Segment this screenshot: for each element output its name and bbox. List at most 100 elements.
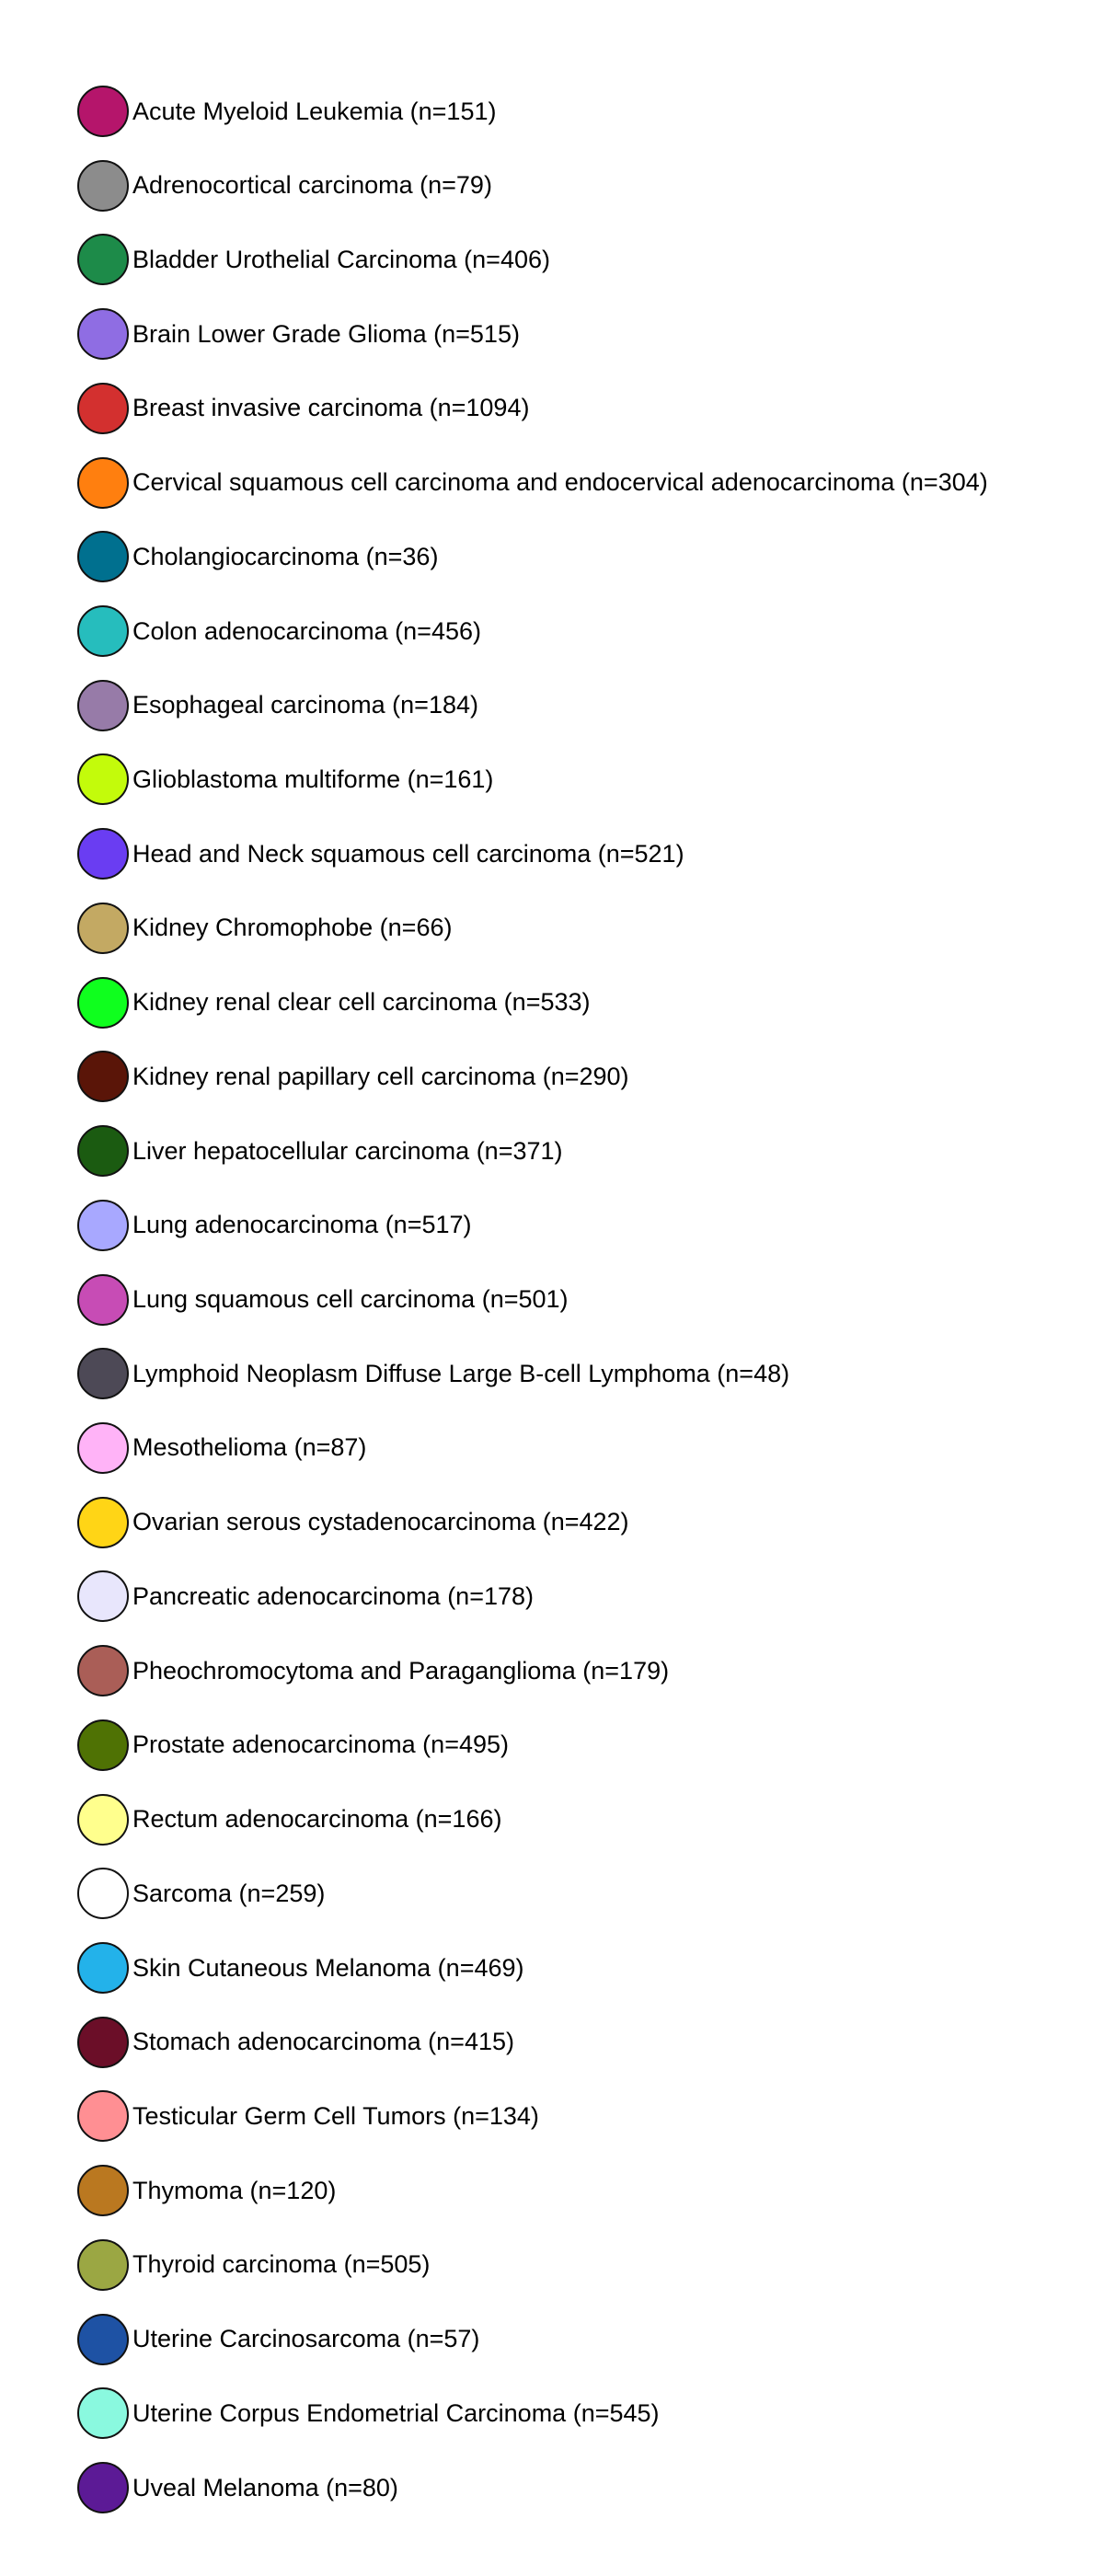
legend-label: Brain Lower Grade Glioma (n=515) — [132, 319, 520, 348]
legend-swatch — [77, 902, 129, 954]
legend-swatch — [77, 382, 129, 434]
legend-item: Ovarian serous cystadenocarcinoma (n=422… — [77, 1495, 629, 1550]
legend-label: Thyroid carcinoma (n=505) — [132, 2250, 431, 2279]
legend-label: Pheochromocytoma and Paraganglioma (n=17… — [132, 1656, 670, 1685]
legend-swatch — [77, 531, 129, 583]
legend-item: Skin Cutaneous Melanoma (n=469) — [77, 1940, 524, 1995]
legend-swatch — [77, 1793, 129, 1846]
legend-item: Adrenocortical carcinoma (n=79) — [77, 158, 492, 213]
legend-label: Breast invasive carcinoma (n=1094) — [132, 394, 530, 422]
legend-item: Breast invasive carcinoma (n=1094) — [77, 381, 529, 436]
legend-item: Colon adenocarcinoma (n=456) — [77, 604, 481, 659]
legend-item: Brain Lower Grade Glioma (n=515) — [77, 306, 520, 362]
legend-swatch — [77, 2387, 129, 2440]
legend-item: Pancreatic adenocarcinoma (n=178) — [77, 1569, 534, 1624]
legend-item: Lymphoid Neoplasm Diffuse Large B-cell L… — [77, 1346, 789, 1401]
legend-label: Lung adenocarcinoma (n=517) — [132, 1211, 472, 1239]
legend-label: Thymoma (n=120) — [132, 2176, 337, 2204]
legend-swatch — [77, 2165, 129, 2217]
legend-swatch — [77, 159, 129, 212]
legend-label: Rectum adenocarcinoma (n=166) — [132, 1805, 502, 1834]
legend-label: Kidney renal clear cell carcinoma (n=533… — [132, 988, 591, 1017]
legend-item: Kidney renal papillary cell carcinoma (n… — [77, 1049, 629, 1104]
legend-item: Uveal Melanoma (n=80) — [77, 2460, 398, 2515]
legend-label: Kidney renal papillary cell carcinoma (n… — [132, 1062, 629, 1090]
legend-label: Uveal Melanoma (n=80) — [132, 2473, 398, 2501]
legend-item: Uterine Carcinosarcoma (n=57) — [77, 2312, 479, 2367]
legend-label: Stomach adenocarcinoma (n=415) — [132, 2028, 514, 2056]
legend-swatch — [77, 2462, 129, 2514]
legend-item: Thyroid carcinoma (n=505) — [77, 2237, 430, 2293]
legend-swatch — [77, 456, 129, 509]
legend-item: Cervical squamous cell carcinoma and end… — [77, 455, 988, 511]
legend-item: Stomach adenocarcinoma (n=415) — [77, 2015, 514, 2070]
legend-swatch — [77, 1942, 129, 1994]
legend-swatch — [77, 234, 129, 286]
legend-swatch — [77, 1868, 129, 1920]
legend-item: Pheochromocytoma and Paraganglioma (n=17… — [77, 1643, 669, 1698]
legend-item: Liver hepatocellular carcinoma (n=371) — [77, 1123, 563, 1179]
legend-swatch — [77, 1273, 129, 1326]
legend-label: Glioblastoma multiforme (n=161) — [132, 765, 494, 793]
legend-item: Cholangiocarcinoma (n=36) — [77, 529, 438, 584]
legend-item: Bladder Urothelial Carcinoma (n=406) — [77, 232, 550, 287]
legend-label: Uterine Corpus Endometrial Carcinoma (n=… — [132, 2398, 660, 2427]
legend-swatch — [77, 1348, 129, 1400]
legend-item: Thymoma (n=120) — [77, 2163, 336, 2218]
legend-swatch — [77, 2313, 129, 2365]
legend-item: Lung adenocarcinoma (n=517) — [77, 1198, 472, 1253]
legend-item: Prostate adenocarcinoma (n=495) — [77, 1718, 509, 1773]
legend-label: Esophageal carcinoma (n=184) — [132, 691, 478, 719]
legend-swatch — [77, 976, 129, 1029]
legend-swatch — [77, 828, 129, 880]
legend-item: Glioblastoma multiforme (n=161) — [77, 752, 493, 807]
legend-swatch — [77, 1051, 129, 1103]
legend-item: Esophageal carcinoma (n=184) — [77, 678, 478, 733]
legend-label: Lung squamous cell carcinoma (n=501) — [132, 1285, 569, 1314]
legend-item: Sarcoma (n=259) — [77, 1866, 325, 1921]
legend-swatch — [77, 1199, 129, 1251]
legend-label: Bladder Urothelial Carcinoma (n=406) — [132, 245, 550, 273]
legend-swatch — [77, 1570, 129, 1623]
legend-swatch — [77, 2238, 129, 2291]
legend-swatch — [77, 1645, 129, 1697]
legend-label: Ovarian serous cystadenocarcinoma (n=422… — [132, 1508, 629, 1536]
legend-swatch — [77, 679, 129, 731]
legend-label: Testicular Germ Cell Tumors (n=134) — [132, 2101, 539, 2130]
legend-item: Head and Neck squamous cell carcinoma (n… — [77, 826, 684, 881]
legend-label: Acute Myeloid Leukemia (n=151) — [132, 97, 497, 125]
legend-label: Kidney Chromophobe (n=66) — [132, 914, 453, 942]
legend-label: Skin Cutaneous Melanoma (n=469) — [132, 1953, 524, 1982]
legend-label: Uterine Carcinosarcoma (n=57) — [132, 2325, 480, 2353]
legend-label: Sarcoma (n=259) — [132, 1879, 326, 1907]
legend-swatch — [77, 753, 129, 806]
legend-label: Adrenocortical carcinoma (n=79) — [132, 171, 492, 200]
legend-item: Testicular Germ Cell Tumors (n=134) — [77, 2088, 539, 2144]
legend-label: Head and Neck squamous cell carcinoma (n… — [132, 839, 684, 868]
legend-item: Rectum adenocarcinoma (n=166) — [77, 1792, 501, 1847]
legend-swatch — [77, 1719, 129, 1771]
legend-label: Cholangiocarcinoma (n=36) — [132, 542, 439, 570]
legend-item: Lung squamous cell carcinoma (n=501) — [77, 1272, 569, 1328]
legend-label: Prostate adenocarcinoma (n=495) — [132, 1731, 509, 1759]
legend-label: Pancreatic adenocarcinoma (n=178) — [132, 1581, 535, 1610]
legend-item: Kidney renal clear cell carcinoma (n=533… — [77, 975, 591, 1030]
legend-item: Acute Myeloid Leukemia (n=151) — [77, 84, 496, 139]
legend-swatch — [77, 1421, 129, 1474]
legend-item: Uterine Corpus Endometrial Carcinoma (n=… — [77, 2386, 660, 2441]
legend-label: Lymphoid Neoplasm Diffuse Large B-cell L… — [132, 1359, 790, 1387]
legend-swatch — [77, 2090, 129, 2143]
legend-swatch — [77, 1496, 129, 1548]
legend-label: Mesothelioma (n=87) — [132, 1433, 367, 1462]
legend-item: Mesothelioma (n=87) — [77, 1420, 366, 1476]
legend-swatch — [77, 2016, 129, 2068]
legend-label: Cervical squamous cell carcinoma and end… — [132, 468, 988, 497]
legend-swatch — [77, 605, 129, 658]
legend-item: Kidney Chromophobe (n=66) — [77, 901, 452, 956]
legend-label: Colon adenocarcinoma (n=456) — [132, 616, 481, 645]
legend-swatch — [77, 1125, 129, 1178]
legend-swatch — [77, 308, 129, 361]
legend-swatch — [77, 86, 129, 137]
legend-label: Liver hepatocellular carcinoma (n=371) — [132, 1136, 563, 1165]
